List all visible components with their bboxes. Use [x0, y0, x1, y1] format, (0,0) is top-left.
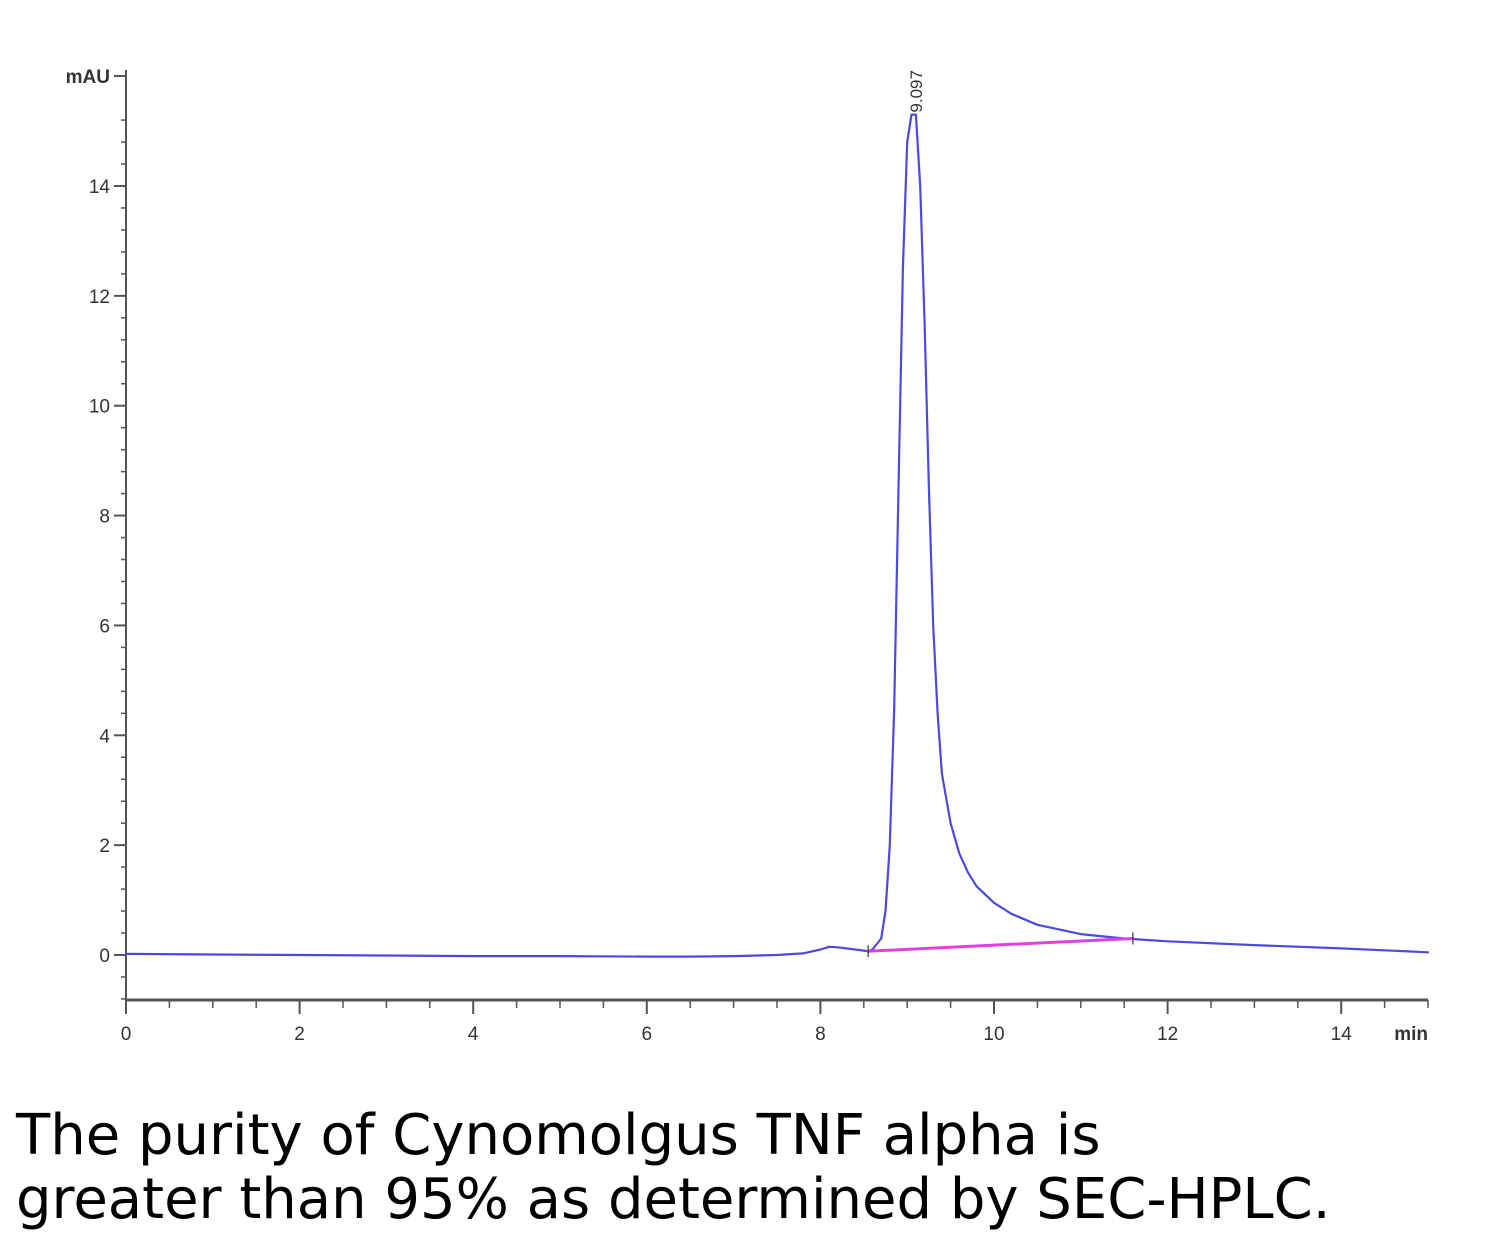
x-tick-label: 4: [468, 1024, 479, 1045]
y-tick-label: 0: [99, 946, 110, 967]
caption-line-2: greater than 95% as determined by SEC-HP…: [16, 1167, 1331, 1232]
x-tick-label: 0: [121, 1024, 132, 1045]
caption-line-1: The purity of Cynomolgus TNF alpha is: [16, 1103, 1101, 1168]
x-tick-label: 14: [1331, 1024, 1353, 1045]
x-tick-label: 8: [815, 1024, 826, 1045]
x-tick-label: 6: [642, 1024, 653, 1045]
chart-axes: 0 2 4 6 8 10 12 14 mAU 0 2 4 6 8 10 12 14 min: [66, 67, 1429, 1045]
y-tick-label: 4: [99, 726, 110, 747]
chromatogram-chart: 0 2 4 6 8 10 12 14 mAU 0 2 4 6 8 10 12 14 min 9.097: [66, 67, 1430, 1045]
x-tick-label: 12: [1157, 1024, 1178, 1045]
x-tick-label: 10: [983, 1024, 1004, 1045]
x-tick-label: 2: [294, 1024, 305, 1045]
y-tick-label: 14: [89, 177, 111, 198]
x-axis-unit-label: min: [1394, 1024, 1428, 1045]
chart-annotations: 9.097: [907, 70, 926, 113]
chart-series-layer: [124, 113, 1430, 958]
y-tick-label: 6: [99, 616, 110, 637]
chart-caption: The purity of Cynomolgus TNF alpha is gr…: [16, 1104, 1486, 1232]
y-tick-label: 2: [99, 836, 110, 857]
peak-retention-label: 9.097: [907, 70, 926, 113]
baseline-integration-line: [866, 937, 1135, 953]
y-tick-label: 12: [89, 287, 110, 308]
chromatogram-trace: [124, 113, 1430, 958]
y-axis-unit-label: mAU: [66, 67, 110, 88]
y-tick-label: 10: [89, 397, 110, 418]
y-tick-label: 8: [99, 507, 110, 528]
